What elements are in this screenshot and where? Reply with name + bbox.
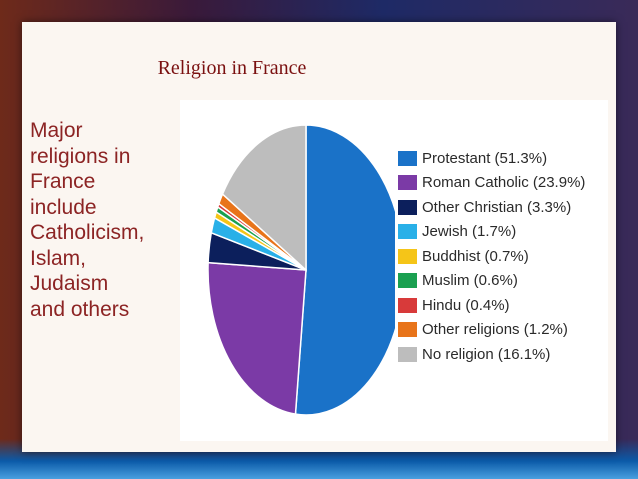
side-text-line: France <box>30 170 96 193</box>
legend-label-8: No religion (16.1%) <box>422 345 551 363</box>
legend-item-1: Roman Catholic (23.9%) <box>398 171 585 196</box>
legend-item-6: Hindu (0.4%) <box>398 293 585 318</box>
legend-swatch-0 <box>398 150 417 166</box>
side-text: Major religions in France include Cathol… <box>30 118 190 322</box>
slide: Religion in France Major religions in Fr… <box>22 22 616 452</box>
legend-swatch-2 <box>398 199 417 215</box>
legend-label-6: Hindu (0.4%) <box>422 296 510 314</box>
legend-label-1: Roman Catholic (23.9%) <box>422 174 586 192</box>
legend-swatch-5 <box>398 273 417 289</box>
legend-swatch-3 <box>398 224 417 240</box>
legend-label-3: Jewish (1.7%) <box>422 223 517 241</box>
slide-title: Religion in France <box>157 57 307 79</box>
legend-label-5: Muslim (0.6%) <box>422 272 518 290</box>
side-text-line: religions in <box>30 144 131 168</box>
pie-slice-8 <box>221 124 307 272</box>
pie-chart-svg <box>207 124 395 416</box>
legend-swatch-8 <box>398 346 417 362</box>
legend-item-8: No religion (16.1%) <box>398 342 585 367</box>
legend-swatch-6 <box>398 297 417 313</box>
legend-item-3: Jewish (1.7%) <box>398 220 585 245</box>
side-text-line: Islam, <box>30 246 87 270</box>
legend-label-4: Buddhist (0.7%) <box>422 247 529 265</box>
legend-item-0: Protestant (51.3%) <box>398 146 585 171</box>
legend-label-2: Other Christian (3.3%) <box>422 198 572 216</box>
legend-item-5: Muslim (0.6%) <box>398 269 585 294</box>
legend-item-4: Buddhist (0.7%) <box>398 244 585 269</box>
side-text-line: and others <box>30 297 130 321</box>
legend-swatch-4 <box>398 248 417 264</box>
legend-swatch-1 <box>398 175 417 191</box>
chart-legend: Protestant (51.3%) Roman Catholic (23.9%)… <box>398 146 585 367</box>
legend-label-7: Other religions (1.2%) <box>422 321 568 339</box>
legend-item-2: Other Christian (3.3%) <box>398 195 585 220</box>
side-text-line: Catholicism, <box>30 221 145 244</box>
side-text-line: Judaism <box>30 272 109 295</box>
side-text-line: Major <box>30 119 83 142</box>
legend-item-7: Other religions (1.2%) <box>398 318 585 343</box>
legend-swatch-7 <box>398 322 417 338</box>
pie-chart: Protestant (51.3%) Roman Catholic (23.9%)… <box>180 100 608 441</box>
legend-label-0: Protestant (51.3%) <box>422 149 548 167</box>
pie-slice-1 <box>207 261 307 416</box>
pie-slice-0 <box>294 124 395 416</box>
side-text-line: include <box>30 195 97 219</box>
